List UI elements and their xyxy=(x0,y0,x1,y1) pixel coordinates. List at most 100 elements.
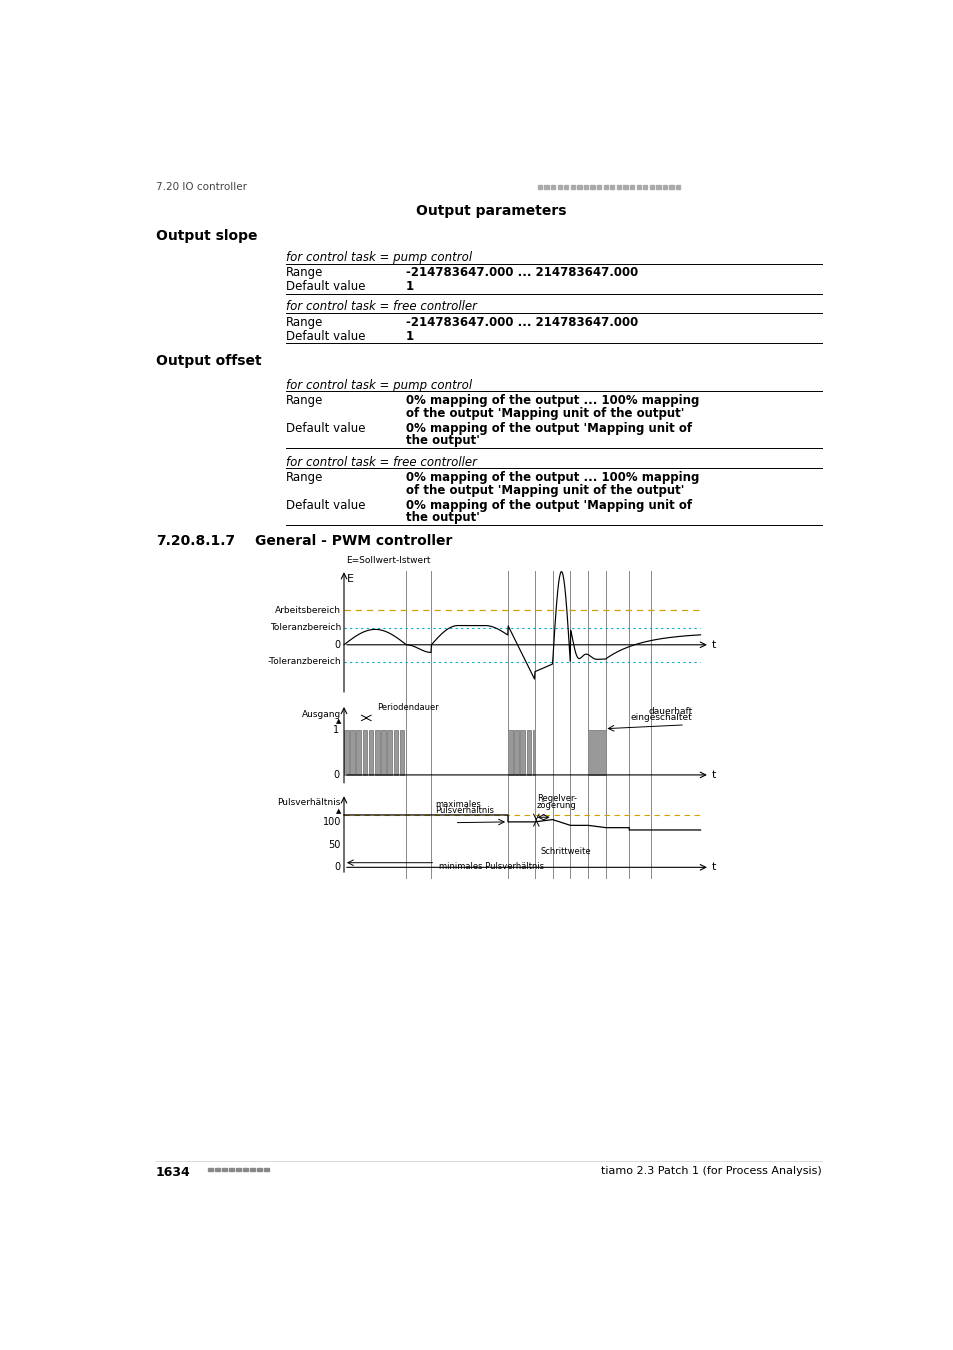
Text: 7.20 IO controller: 7.20 IO controller xyxy=(155,182,247,192)
Text: Pulsverhältnis: Pulsverhältnis xyxy=(435,806,494,815)
Bar xyxy=(557,185,561,189)
Text: 0: 0 xyxy=(335,863,340,872)
Text: the output': the output' xyxy=(406,435,479,447)
Text: 0% mapping of the output ... 100% mapping: 0% mapping of the output ... 100% mappin… xyxy=(406,394,699,408)
Bar xyxy=(532,730,535,775)
Text: E: E xyxy=(347,574,354,585)
Text: E=Sollwert-Istwert: E=Sollwert-Istwert xyxy=(346,556,431,564)
Bar xyxy=(236,1168,241,1172)
Text: for control task = free controller: for control task = free controller xyxy=(286,300,476,313)
Bar xyxy=(387,730,392,775)
Bar xyxy=(577,185,581,189)
Bar xyxy=(636,185,640,189)
Text: for control task = pump control: for control task = pump control xyxy=(286,379,472,391)
Bar xyxy=(649,185,654,189)
Bar xyxy=(399,730,404,775)
Text: Arbeitsbereich: Arbeitsbereich xyxy=(274,606,340,614)
Text: Ausgang: Ausgang xyxy=(301,710,340,720)
Bar xyxy=(537,185,541,189)
Text: of the output 'Mapping unit of the output': of the output 'Mapping unit of the outpu… xyxy=(406,483,683,497)
Bar xyxy=(550,185,555,189)
Text: 1: 1 xyxy=(406,281,414,293)
Text: 1634: 1634 xyxy=(155,1166,191,1179)
Bar xyxy=(590,185,594,189)
Text: minimales Pulsverhältnis: minimales Pulsverhältnis xyxy=(438,863,543,871)
Text: 0% mapping of the output ... 100% mapping: 0% mapping of the output ... 100% mappin… xyxy=(406,471,699,485)
Text: 7.20.8.1.7: 7.20.8.1.7 xyxy=(155,533,234,548)
Bar xyxy=(381,730,385,775)
Text: Output parameters: Output parameters xyxy=(416,204,566,219)
Text: 0% mapping of the output 'Mapping unit of: 0% mapping of the output 'Mapping unit o… xyxy=(406,500,691,512)
Bar xyxy=(369,730,373,775)
Text: for control task = pump control: for control task = pump control xyxy=(286,251,472,265)
Bar xyxy=(669,185,673,189)
Text: Range: Range xyxy=(286,266,323,279)
Text: 100: 100 xyxy=(322,817,340,826)
Text: Default value: Default value xyxy=(286,500,365,512)
Bar xyxy=(676,185,679,189)
Bar xyxy=(264,1168,269,1172)
Bar xyxy=(250,1168,254,1172)
Text: Range: Range xyxy=(286,471,323,485)
Bar xyxy=(519,730,524,775)
Text: Regelver-: Regelver- xyxy=(537,794,577,803)
Text: Pulsverhältnis: Pulsverhältnis xyxy=(277,798,340,807)
Text: General - PWM controller: General - PWM controller xyxy=(254,533,452,548)
Text: 1: 1 xyxy=(406,329,414,343)
Bar xyxy=(617,185,620,189)
Text: for control task = free controller: for control task = free controller xyxy=(286,456,476,468)
Bar xyxy=(583,185,587,189)
Text: 0% mapping of the output 'Mapping unit of: 0% mapping of the output 'Mapping unit o… xyxy=(406,423,691,435)
Bar xyxy=(222,1168,227,1172)
Text: Range: Range xyxy=(286,394,323,408)
Bar xyxy=(507,730,512,775)
Text: Output slope: Output slope xyxy=(155,230,257,243)
Text: Toleranzbereich: Toleranzbereich xyxy=(270,624,340,632)
Bar xyxy=(526,730,531,775)
Text: eingeschaltet: eingeschaltet xyxy=(630,713,692,722)
Text: t: t xyxy=(711,863,715,872)
Bar xyxy=(629,185,634,189)
Bar xyxy=(215,1168,220,1172)
Text: of the output 'Mapping unit of the output': of the output 'Mapping unit of the outpu… xyxy=(406,406,683,420)
Text: zögerung: zögerung xyxy=(537,802,577,810)
Bar xyxy=(375,730,379,775)
Text: ▲: ▲ xyxy=(335,809,340,814)
Bar xyxy=(362,730,367,775)
Bar xyxy=(208,1168,213,1172)
Bar xyxy=(610,185,614,189)
Text: the output': the output' xyxy=(406,512,479,524)
Bar xyxy=(662,185,666,189)
Text: Range: Range xyxy=(286,316,323,328)
Text: -214783647.000 ... 214783647.000: -214783647.000 ... 214783647.000 xyxy=(406,266,638,279)
Text: Schrittweite: Schrittweite xyxy=(540,848,591,856)
Text: Output offset: Output offset xyxy=(155,354,261,367)
Text: 50: 50 xyxy=(328,840,340,849)
Bar xyxy=(350,730,355,775)
Bar xyxy=(344,730,348,775)
Text: dauerhaft: dauerhaft xyxy=(648,706,692,716)
Text: Default value: Default value xyxy=(286,281,365,293)
Bar xyxy=(243,1168,248,1172)
Text: Periodendauer: Periodendauer xyxy=(376,703,438,711)
Bar xyxy=(229,1168,233,1172)
Text: Default value: Default value xyxy=(286,329,365,343)
Text: -Toleranzbereich: -Toleranzbereich xyxy=(267,657,340,667)
Bar xyxy=(588,730,605,775)
Bar xyxy=(544,185,548,189)
Bar xyxy=(394,730,397,775)
Text: t: t xyxy=(711,640,715,649)
Text: t: t xyxy=(711,769,715,780)
Bar xyxy=(514,730,518,775)
Text: maximales: maximales xyxy=(435,799,480,809)
Text: tiamo 2.3 Patch 1 (for Process Analysis): tiamo 2.3 Patch 1 (for Process Analysis) xyxy=(600,1166,821,1176)
Bar xyxy=(656,185,659,189)
Bar xyxy=(603,185,607,189)
Text: -214783647.000 ... 214783647.000: -214783647.000 ... 214783647.000 xyxy=(406,316,638,328)
Bar xyxy=(570,185,575,189)
Bar xyxy=(563,185,568,189)
Text: ▲: ▲ xyxy=(335,718,340,724)
Bar xyxy=(257,1168,261,1172)
Text: 0: 0 xyxy=(335,640,340,649)
Text: 0: 0 xyxy=(333,769,339,780)
